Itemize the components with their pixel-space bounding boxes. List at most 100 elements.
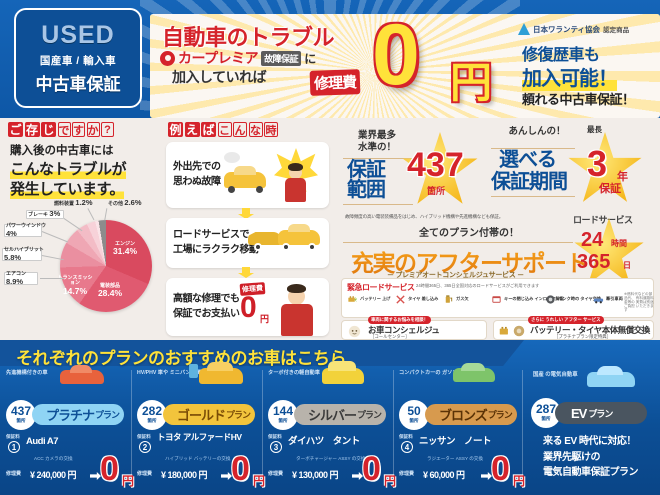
plan-zero-number: 0 <box>231 450 250 488</box>
plan-rank-number: 2 <box>139 441 151 453</box>
callout-line-fuel <box>87 208 95 220</box>
ev-coverage-unit: 箇所 <box>541 415 551 421</box>
brand-particle: に <box>304 51 317 66</box>
arrow-right-icon <box>352 472 363 480</box>
association-row: 日本ワランティ協会 認定商品 <box>518 23 629 35</box>
arrow-right-icon <box>481 472 492 480</box>
feature2-title-line1: 選べる <box>499 149 557 171</box>
gozonji-char-4: す <box>72 122 85 137</box>
plan-card-silver[interactable]: ターボ付きの軽自動車 144 箇所 シルバー プラン 保証料 3 ダイハツ タン… <box>264 361 397 488</box>
plan-car-name: ニッサン ノート <box>419 436 492 447</box>
plan-rank-label: 保証料 <box>399 434 413 439</box>
pie-slice-label-transmission: トランスミッション 14.7% <box>57 275 93 296</box>
hours-24-unit: 時間 <box>611 239 627 248</box>
tatoeba-char-0: 例 <box>168 122 183 137</box>
callout-line-aircon <box>40 278 64 279</box>
join-condition-row: 加入していれば <box>172 67 267 87</box>
cog-icon <box>160 50 175 66</box>
reliable-warranty-line: 頼れる中古車保証！ <box>522 92 635 107</box>
jumpstart-icon <box>348 296 358 303</box>
can-join-line: 加入可能！ <box>522 62 618 91</box>
battery-tire-tag: さらに うれしい アフター サービス <box>528 316 604 324</box>
tatoeba-char-1: え <box>184 122 200 137</box>
trouble-pie-chart: エンジン 31.4% 電装部品 28.4% トランスミッション 14.7% エア… <box>0 198 160 340</box>
service-item-key: キーの閉じ込み インロック解錠 <box>491 294 564 305</box>
headline-main: 自動車のトラブル <box>162 25 335 50</box>
plan-zero-unit: 円 <box>253 474 266 488</box>
service-item-label: 牽引車両 <box>606 296 623 302</box>
after-support-subtitle: － プレミアオートコンシェルジュサービス － <box>387 272 524 279</box>
charging-pump-icon <box>189 364 198 378</box>
service-item-label: タイヤ 差し込み <box>408 296 439 302</box>
plan-rank-label: 保証料 <box>137 434 151 439</box>
association-name: 日本ワランティ協会 <box>533 24 601 34</box>
plan-card-gold[interactable]: HV/PHV 車や ミニバン等 電装機構の多い車 282 箇所 ゴールド プラン… <box>133 362 266 488</box>
car-roof-shape <box>207 362 233 371</box>
scenario-card-2-text: ロードサービスで 工場にラクラク移動 <box>173 229 259 256</box>
service-item-lock: パンク時の タイヤ交換 <box>545 294 601 305</box>
car-silhouette <box>60 370 104 384</box>
hours-24-number: 24 <box>581 229 604 251</box>
service-item-tire: タイヤ 差し込み <box>395 294 438 305</box>
service-item-tow: 牽引車両 <box>593 294 623 305</box>
plan-repair-case: ターボチャージャー ASSY の交換 <box>296 456 366 461</box>
broken-car-icon <box>224 172 266 188</box>
ev-coverage-badge: 287 箇所 <box>531 398 561 428</box>
service-item-label: ガス欠 <box>456 296 469 302</box>
header-main-panel: 自動車のトラブル カープレミア 故障保証 に 加入していれば 修理費 0 円 日… <box>150 12 660 118</box>
tatoeba-heading: 例 え ば こ ん な 時 <box>168 122 278 137</box>
plan-card-ev[interactable]: 国産 の電気自動車 287 箇所 EV プラン 来る EV 時代に対応！ 業界先… <box>525 366 657 488</box>
towed-car-icon <box>278 230 320 245</box>
concierge-title: お車コンシェルジュ <box>368 325 440 335</box>
plan-coverage-number: 282 <box>141 404 163 419</box>
plan-divider <box>393 370 394 488</box>
car-silhouette <box>322 368 364 384</box>
plan-coverage-unit: 箇所 <box>16 417 26 423</box>
road-service-label: ロードサービス <box>573 215 633 225</box>
pie-callout-other: その他 2.6% <box>108 198 142 207</box>
tow-truck-icon <box>248 232 282 245</box>
plan-name-pill: シルバー プラン <box>294 404 386 425</box>
brand-tag: 故障保証 <box>261 50 302 66</box>
feature2-title-line2: 保証期間 <box>491 171 568 193</box>
feature1-number: 437 <box>407 146 464 184</box>
plan-coverage-unit: 箇所 <box>409 417 419 423</box>
plan-zero-unit: 円 <box>384 474 397 488</box>
plan-divider <box>262 370 263 488</box>
emergency-road-service-panel: 緊急ロードサービス 24時間365日、365日全国対応のロードサービスがご利用で… <box>341 278 654 318</box>
gozonji-char-5: か <box>86 122 100 137</box>
plan-note: 先進機構付きの車 <box>6 370 48 376</box>
pie-callout-window: パワーウインドウ 4% <box>6 223 47 238</box>
service-item-fuel: ガス欠 <box>443 294 469 305</box>
plan-repair-case: ラジエーター ASSY の交換 <box>427 456 483 461</box>
concierge-tag: 車両に関するお悩みを相談！ <box>368 316 432 324</box>
car-roof-shape <box>328 361 356 371</box>
ev-car-silhouette <box>587 372 635 387</box>
lead-line-1: 購入後の中古車には <box>10 145 114 157</box>
callout-line-other <box>104 208 108 221</box>
ev-plan-name-sub: プラン <box>588 408 613 419</box>
plan-note: HV/PHV 車や ミニバン等 電装機構の多い車 <box>137 370 239 376</box>
battery-tire-title: バッテリー・タイヤ本体無償交換 <box>530 325 650 335</box>
days-365-number: 365 <box>577 251 611 273</box>
service-item-label: パンク時の タイヤ交換 <box>558 296 602 302</box>
feature1-unit: 箇所 <box>427 186 446 196</box>
mechanic-icon <box>276 282 322 336</box>
service-extra-note: ※燃料代などの部品代、 有料道路料金等の 実費は別途ご負担 いただきます <box>624 292 654 312</box>
plan-amount: ¥ 180,000 円 <box>161 470 208 480</box>
plan-amount: ¥ 60,000 円 <box>423 470 465 480</box>
plan-name-main: ブロンズ <box>439 408 488 423</box>
ev-car-roof-shape <box>597 366 623 375</box>
plan-card-platinum[interactable]: 先進機構付きの車 437 箇所 プラチナ プラン 保証料 1 Audi A7 A… <box>2 365 134 488</box>
pie-callout-brake: ブレーキ 3% <box>28 209 61 218</box>
plan-card-bronze[interactable]: コンパクトカーの ガソリン車 50 箇所 ブロンズ プラン 保証料 4 ニッサン… <box>395 363 525 488</box>
tatoeba-char-6: 時 <box>264 122 278 137</box>
plan-coverage-number: 437 <box>10 404 32 419</box>
emergency-service-note: 24時間365日、365日全国対応のロードサービスがご利用できます <box>416 283 540 288</box>
plan-coverage-unit: 箇所 <box>278 417 288 423</box>
pie-disc <box>60 220 152 312</box>
plans-ribbon-background <box>0 340 524 366</box>
plan-name-sub: プラン <box>357 410 382 420</box>
divider-line <box>343 158 413 160</box>
plan-rank-number: 1 <box>8 441 20 453</box>
